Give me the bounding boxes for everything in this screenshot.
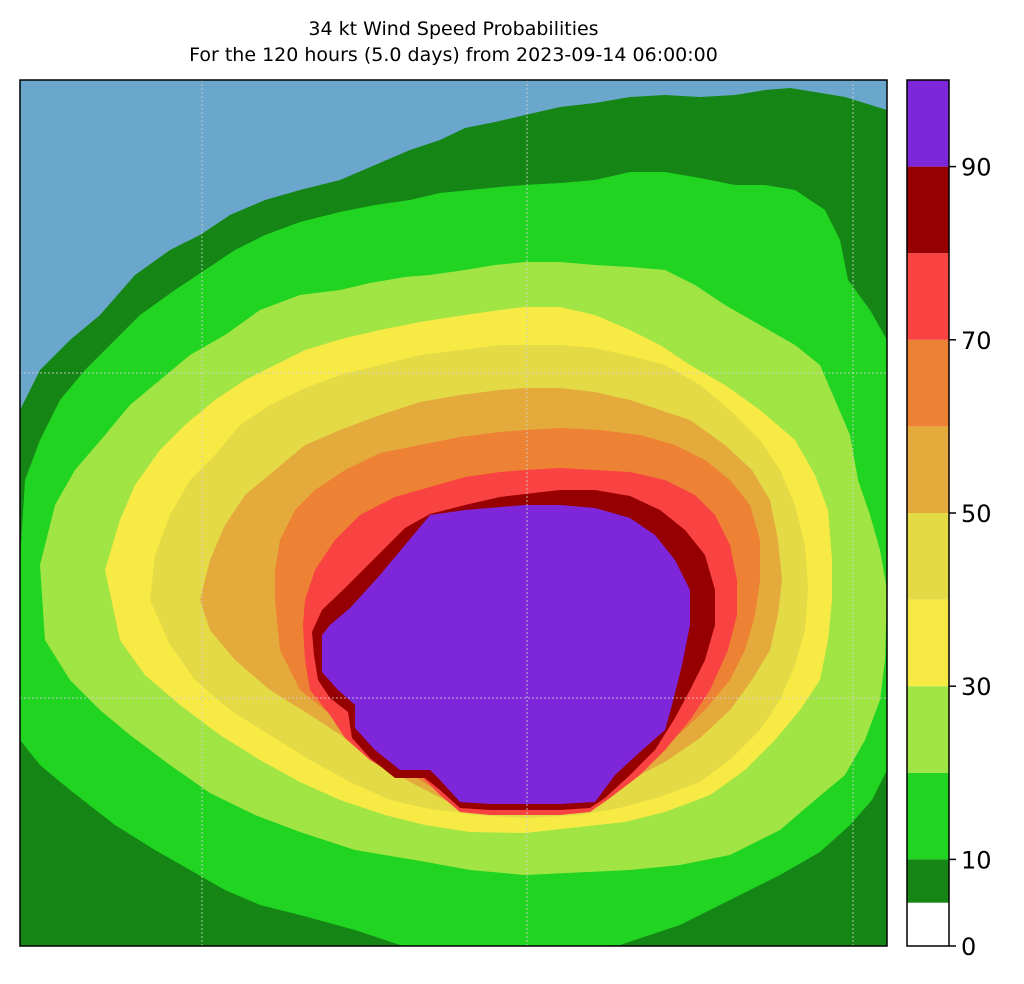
colorbar-swatch-6	[907, 426, 949, 513]
colorbar-swatch-0	[907, 902, 949, 946]
colorbar-swatch-3	[907, 686, 949, 773]
colorbar-tick-label-90: 90	[961, 154, 992, 182]
map-frame	[19, 79, 888, 947]
colorbar-swatch-4	[907, 599, 949, 687]
colorbar-swatch-5	[907, 513, 949, 600]
colorbar-swatch-10	[907, 80, 949, 167]
colorbar-tick-label-70: 70	[961, 327, 992, 355]
colorbar-swatch-9	[907, 166, 949, 254]
chart-title: 34 kt Wind Speed Probabilities	[308, 18, 599, 40]
colorbar-tick-label-30: 30	[961, 673, 992, 701]
contour-band-90	[322, 505, 690, 804]
probability-contours	[20, 88, 887, 946]
chart-subtitle: For the 120 hours (5.0 days) from 2023-0…	[189, 44, 718, 66]
colorbar-swatch-1	[907, 859, 949, 903]
colorbar-tick-label-0: 0	[961, 933, 976, 961]
colorbar-swatch-2	[907, 772, 949, 860]
colorbar: 0 10 30 50 70 90	[906, 79, 992, 961]
colorbar-swatch-7	[907, 339, 949, 427]
colorbar-tick-label-10: 10	[961, 846, 992, 874]
colorbar-tick-label-50: 50	[961, 500, 992, 528]
map-gridlines	[20, 80, 887, 946]
colorbar-swatch-8	[907, 253, 949, 340]
map-area	[20, 80, 887, 946]
